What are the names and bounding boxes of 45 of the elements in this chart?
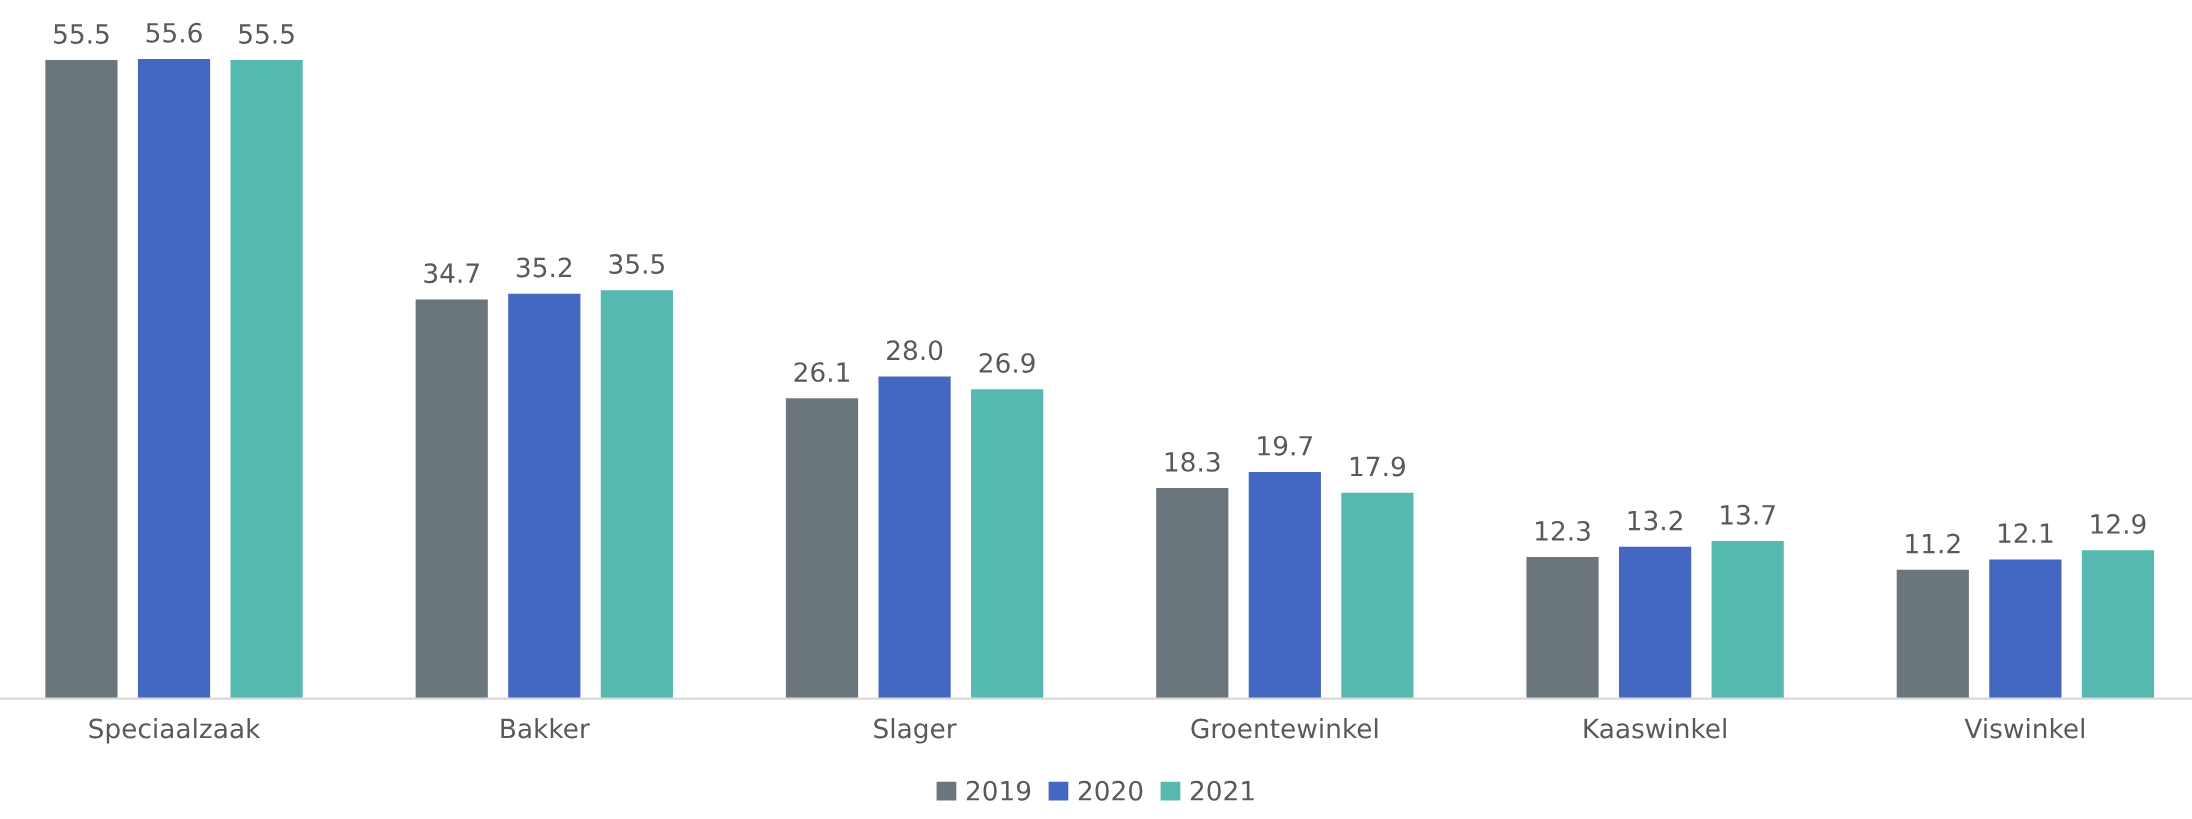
bar bbox=[785, 398, 859, 699]
bar bbox=[415, 299, 488, 699]
data-label: 55.5 bbox=[239, 24, 294, 44]
data-label: 12.3 bbox=[1536, 520, 1590, 541]
legend-label: 2021 bbox=[1190, 780, 1254, 801]
x-tick-label: Viswinkel bbox=[1964, 718, 2084, 739]
bar bbox=[1341, 492, 1414, 699]
x-tick-label: Speciaalzaak bbox=[89, 718, 261, 744]
bar bbox=[1619, 546, 1692, 699]
data-label: 17.9 bbox=[1350, 456, 1405, 477]
bar bbox=[1248, 471, 1321, 699]
data-label: 26.9 bbox=[979, 352, 1035, 373]
bar bbox=[45, 60, 118, 699]
data-label: 35.2 bbox=[516, 257, 572, 278]
bar bbox=[1896, 569, 1969, 699]
bar bbox=[1711, 541, 1784, 699]
x-tick-label: Groentewinkel bbox=[1191, 718, 1378, 739]
data-label: 18.3 bbox=[1165, 451, 1220, 472]
bar bbox=[600, 290, 673, 699]
bar bbox=[971, 389, 1044, 699]
bar bbox=[1989, 559, 2062, 699]
x-tick-label: Bakker bbox=[501, 718, 590, 739]
bar bbox=[878, 376, 951, 699]
data-label: 55.5 bbox=[54, 24, 109, 44]
data-label: 19.7 bbox=[1258, 435, 1312, 456]
data-label: 55.6 bbox=[146, 22, 202, 43]
legend-label: 2019 bbox=[966, 780, 1031, 801]
data-label: 12.9 bbox=[2091, 514, 2146, 534]
bar bbox=[137, 58, 211, 699]
data-label: 35.5 bbox=[609, 254, 664, 274]
bar bbox=[508, 293, 581, 699]
x-tick-label: Slager bbox=[874, 718, 957, 744]
data-label: 13.2 bbox=[1628, 510, 1682, 531]
data-label: 34.7 bbox=[424, 263, 479, 284]
data-label: 28.0 bbox=[887, 340, 943, 361]
bar bbox=[2081, 550, 2155, 699]
bar bbox=[1156, 488, 1229, 699]
bar bbox=[230, 60, 303, 699]
bar bbox=[1526, 557, 1599, 699]
data-label: 11.2 bbox=[1906, 533, 1960, 554]
data-label: 13.7 bbox=[1721, 504, 1775, 525]
data-label: 26.1 bbox=[794, 362, 849, 383]
legend-label: 2020 bbox=[1078, 780, 1143, 801]
data-label: 12.1 bbox=[1998, 523, 2053, 543]
x-tick-label: Kaaswinkel bbox=[1584, 718, 1726, 739]
